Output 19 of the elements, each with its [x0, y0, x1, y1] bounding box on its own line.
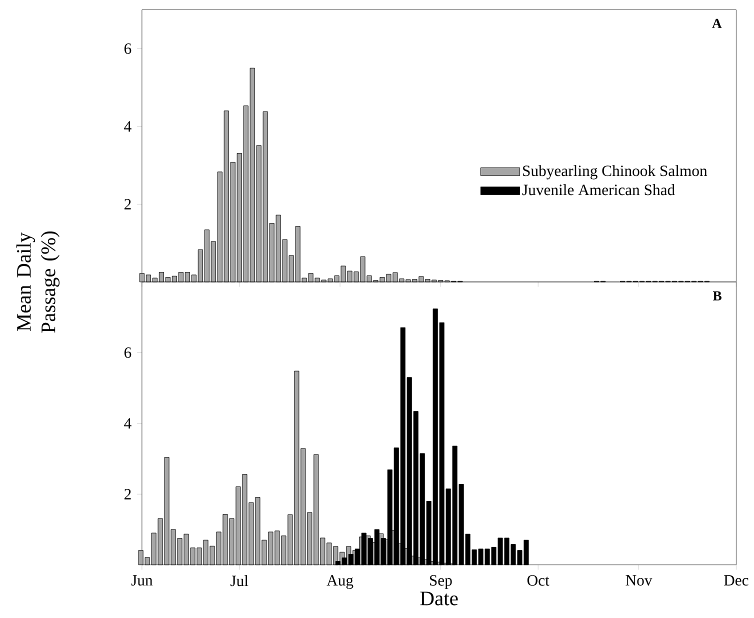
- x-tick-label: Dec: [724, 575, 748, 586]
- x-tick-label: Jul: [230, 575, 248, 586]
- y-tick-label: 4: [124, 121, 132, 132]
- chart-title: A: [712, 19, 722, 28]
- y-tick-label: 6: [124, 44, 132, 54]
- x-tick-label: Sep: [430, 575, 452, 590]
- x-axis-title: Date: [420, 592, 458, 606]
- x-tick-label: Jun: [131, 575, 153, 586]
- x-tick-label: Aug: [326, 575, 354, 590]
- x-tick-label: Oct: [527, 575, 550, 586]
- y-tick-label: 6: [124, 348, 132, 358]
- legend-label: Juvenile American Shad: [522, 184, 675, 196]
- legend-label: Subyearling Chinook Salmon: [523, 165, 708, 180]
- x-tick-label: Nov: [626, 575, 652, 586]
- text: B: [712, 292, 722, 301]
- y-tick-label: 2: [124, 489, 131, 500]
- y-tick-label: 2: [124, 199, 131, 210]
- y-tick-label: 4: [124, 418, 132, 429]
- y-axis-title: Mean Daily Passage (%): [16, 232, 60, 333]
